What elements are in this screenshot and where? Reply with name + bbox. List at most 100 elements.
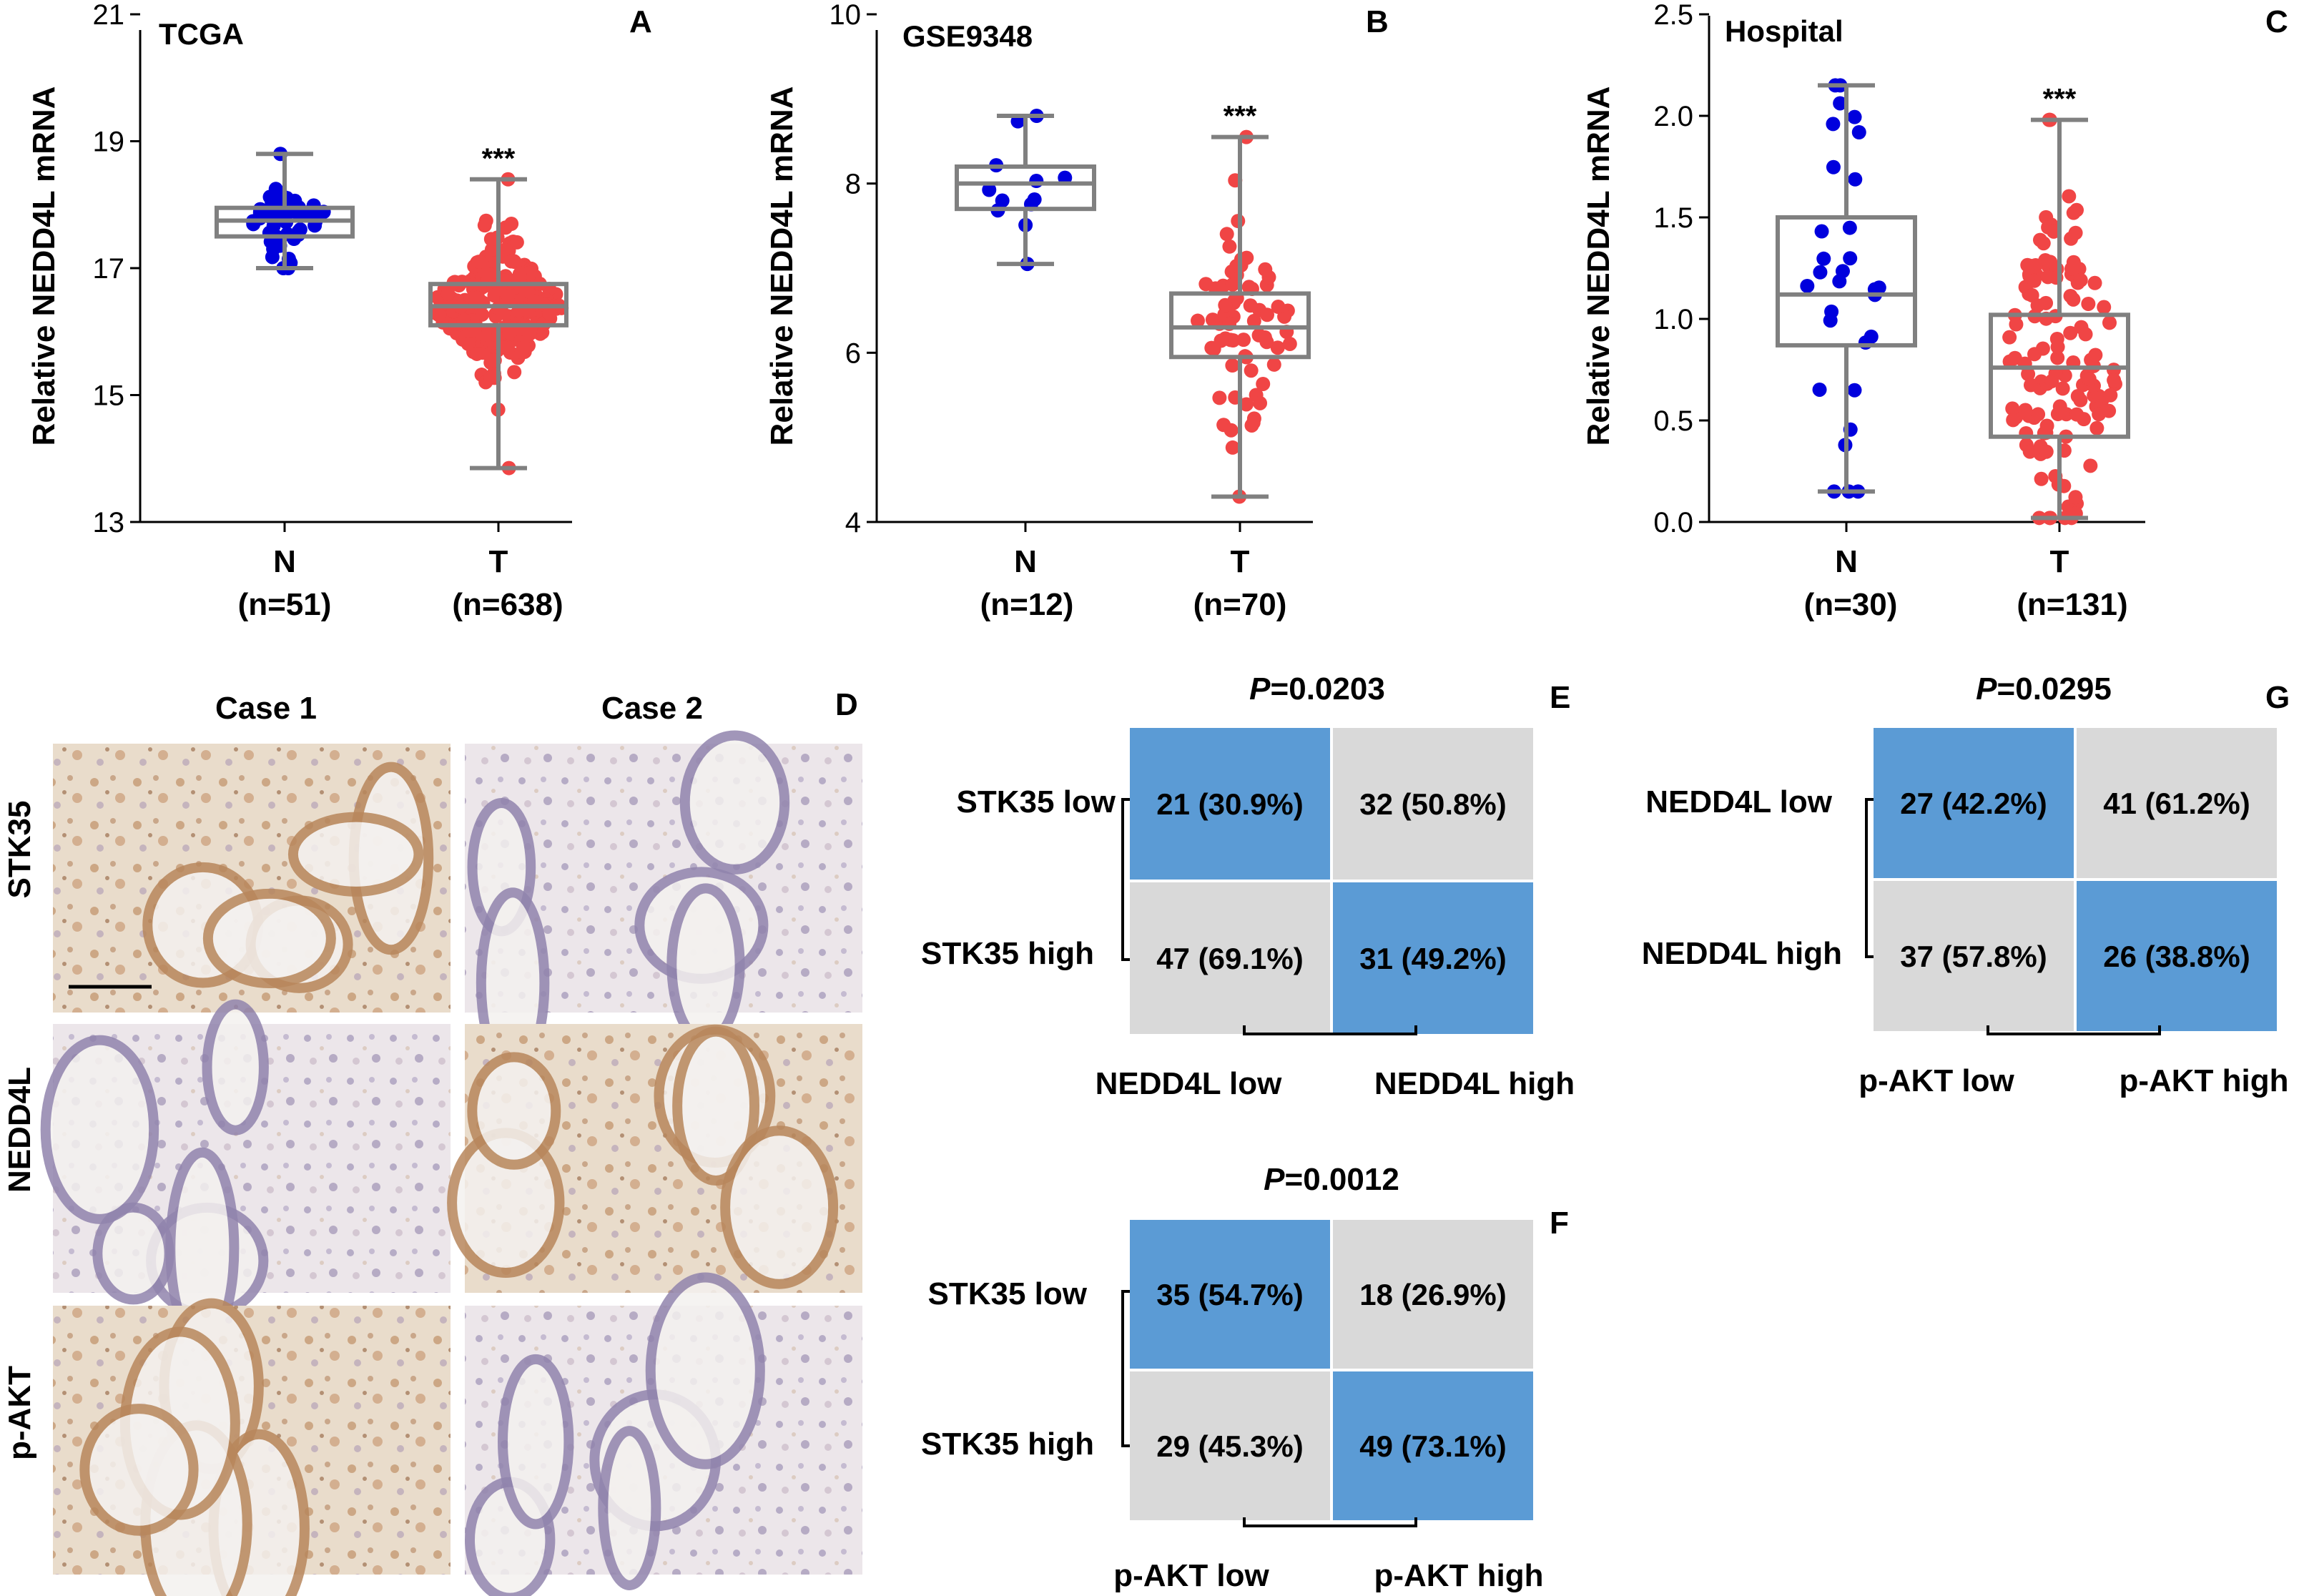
data-point — [1847, 109, 1862, 124]
ihc-row-nedd4l: NEDD4L — [2, 1067, 37, 1193]
data-point — [1271, 300, 1286, 315]
data-point — [2050, 350, 2065, 365]
panel-b-n-count: (n=12) — [980, 587, 1074, 622]
panel-b-ylabel: Relative NEDD4L mRNA — [764, 87, 799, 446]
data-point — [1814, 224, 1829, 239]
gland-structure — [720, 1125, 839, 1289]
data-point — [1259, 307, 1274, 322]
data-point — [2009, 317, 2024, 332]
data-point — [2092, 407, 2107, 422]
gland-structure — [202, 888, 336, 989]
data-point — [483, 232, 498, 247]
data-point — [2097, 300, 2112, 315]
data-point — [542, 306, 557, 321]
data-point — [2006, 413, 2021, 428]
data-point — [1833, 96, 1848, 111]
table-cell-value: 26 (38.8%) — [2103, 940, 2250, 973]
table-cell — [1130, 1371, 1330, 1520]
data-point — [1256, 376, 1271, 391]
panel-a-yticks: 13 15 17 19 21 — [93, 0, 140, 538]
panel-b: B GSE9348 Relative NEDD4L mRNA 4 6 8 10 ***… — [764, 0, 1389, 622]
panel-e-p-symbol: P — [1249, 671, 1271, 706]
gland-structure — [666, 883, 745, 1046]
ytick-label: 1.0 — [1653, 304, 1693, 335]
ihc-row-stk35: STK35 — [2, 801, 37, 899]
data-point — [507, 365, 522, 380]
ihc-image-grid — [40, 730, 862, 1596]
data-point — [1190, 313, 1205, 328]
gland-structure — [598, 1426, 661, 1590]
table-cell-value: 27 (42.2%) — [1900, 787, 2047, 820]
table-cell — [1130, 882, 1330, 1034]
table-cell — [2077, 881, 2277, 1031]
panel-e: E P=0.0203 21 (30.9%) 32 (50.8%) 47 (69.1%… — [921, 671, 1575, 1101]
panel-c-group-t: T — [2050, 544, 2069, 579]
gland-structure — [672, 1026, 760, 1186]
panel-b-group-t: T — [1231, 544, 1250, 579]
data-point — [2039, 295, 2054, 310]
ytick-label: 6 — [845, 338, 861, 369]
panel-f-row-label-0: STK35 low — [928, 1276, 1088, 1311]
data-point — [2066, 205, 2081, 220]
ytick-label: 8 — [845, 169, 861, 200]
iqr-box — [955, 164, 1096, 212]
data-point — [2027, 273, 2042, 288]
panel-a-tumor-box — [428, 177, 568, 471]
data-point — [2082, 372, 2097, 387]
panel-letter-f: F — [1550, 1206, 1569, 1241]
data-point — [1027, 192, 1042, 207]
data-point — [1823, 313, 1838, 328]
panel-letter-g: G — [2265, 680, 2290, 715]
data-point — [1848, 172, 1863, 187]
row-bracket — [1121, 1290, 1130, 1447]
data-point — [1219, 227, 1234, 242]
data-point — [1266, 357, 1281, 372]
data-point — [2063, 325, 2078, 340]
data-point — [2002, 330, 2017, 345]
data-point — [432, 307, 447, 322]
data-point — [1212, 390, 1227, 405]
iqr-box — [1989, 312, 2130, 439]
panel-letter-b: B — [1366, 4, 1389, 39]
data-point — [1258, 262, 1273, 277]
panel-c: C Hospital Relative NEDD4L mRNA 0.0 0.5 1.… — [1581, 0, 2288, 622]
data-point — [2039, 418, 2054, 433]
panel-a-group-n: N — [273, 544, 296, 579]
panel-letter-d: D — [835, 687, 858, 722]
panel-f-row-label-1: STK35 high — [921, 1427, 1094, 1462]
panel-c-tumor-points — [2002, 112, 2122, 526]
data-point — [514, 345, 529, 360]
data-point — [2068, 225, 2083, 240]
table-cell — [1333, 728, 1533, 880]
data-point — [501, 325, 516, 340]
panel-c-yticks: 0.0 0.5 1.0 1.5 2.0 2.5 — [1653, 0, 1709, 538]
data-point — [2066, 292, 2081, 307]
col-bracket — [1243, 1025, 1417, 1035]
data-point — [2018, 403, 2033, 418]
data-point — [2055, 381, 2070, 396]
panel-f: F P=0.0012 35 (54.7%) 18 (26.9%) 29 (45.3%… — [921, 1162, 1569, 1593]
data-point — [2087, 275, 2102, 290]
ihc-column-case2: Case 2 — [601, 691, 703, 726]
panel-e-col-label-1: NEDD4L high — [1374, 1066, 1575, 1101]
data-point — [1224, 423, 1239, 438]
table-cell-value: 32 (50.8%) — [1359, 787, 1506, 821]
gland-structure — [40, 1035, 159, 1224]
data-point — [440, 286, 456, 301]
data-point — [1246, 313, 1261, 328]
panel-g: G P=0.0295 27 (42.2%) 41 (61.2%) 37 (57.8%… — [1642, 671, 2290, 1098]
data-point — [2034, 471, 2049, 486]
table-cell — [1333, 1371, 1533, 1520]
gland-structure — [679, 730, 790, 875]
panel-a-group-t: T — [489, 544, 508, 579]
panel-a-ylabel: Relative NEDD4L mRNA — [26, 87, 61, 446]
data-point — [497, 340, 512, 355]
data-point — [504, 216, 519, 231]
table-cell — [1130, 1220, 1330, 1369]
data-point — [512, 267, 527, 282]
data-point — [2081, 296, 2096, 311]
panel-g-row-label-0: NEDD4L low — [1645, 784, 1833, 819]
ytick-label: 19 — [93, 127, 125, 158]
panel-c-normal-points — [1800, 78, 1886, 499]
data-point — [1826, 159, 1841, 174]
